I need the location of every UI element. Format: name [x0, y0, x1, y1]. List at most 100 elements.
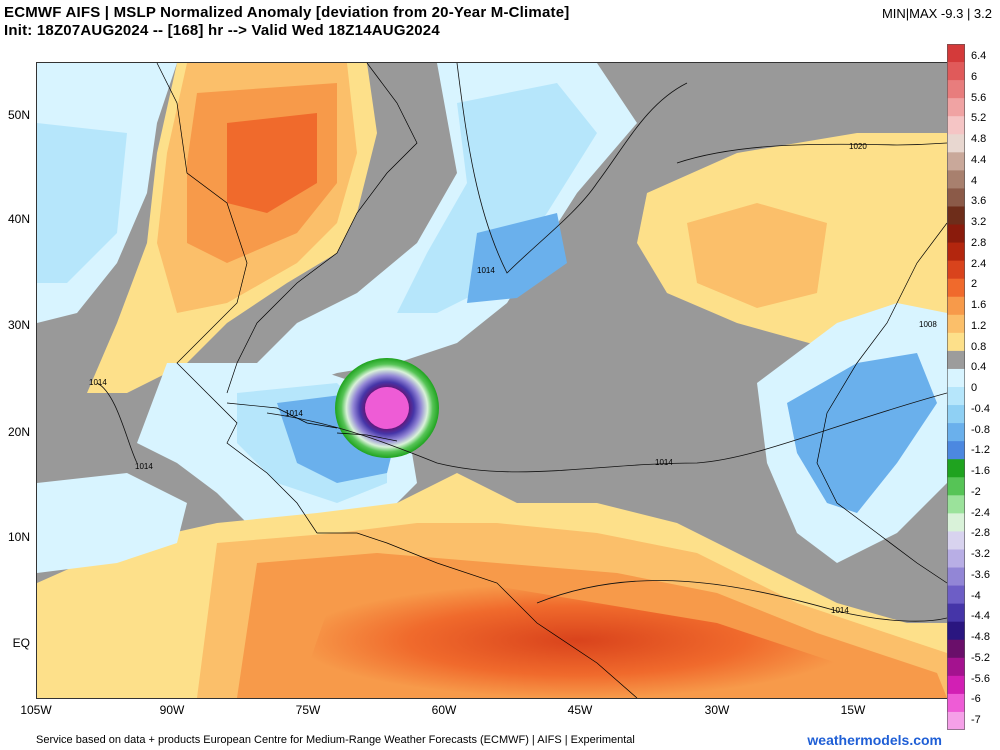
isobar-label: 1014 — [89, 378, 107, 387]
colorbar — [947, 44, 965, 730]
coastline-north-america — [156, 63, 318, 534]
chart-title: ECMWF AIFS | MSLP Normalized Anomaly [de… — [4, 4, 570, 21]
colorbar-swatch — [947, 693, 965, 713]
colorbar-swatch — [947, 62, 965, 81]
colorbar-tick-label: 3.2 — [971, 216, 987, 228]
lat-label-30n: 30N — [7, 318, 30, 332]
colorbar-tick-label: -2.8 — [971, 527, 990, 540]
colorbar-swatch — [947, 441, 965, 460]
colorbar-swatch — [947, 278, 965, 298]
colorbar-swatch — [947, 585, 965, 605]
colorbar-tick-label: -5.2 — [971, 651, 990, 664]
isobar-label: 1008 — [919, 320, 937, 329]
colorbar-swatch — [947, 567, 965, 587]
colorbar-swatch — [947, 423, 965, 442]
colorbar-swatch — [947, 657, 965, 677]
colorbar-tick-label: 1.6 — [971, 299, 987, 311]
lat-label-eq: EQ — [12, 636, 30, 650]
coastline-africa — [816, 222, 947, 584]
colorbar-swatch — [947, 44, 965, 63]
colorbar-tick-label: 4.4 — [971, 153, 987, 166]
isobar-label: 1014 — [477, 266, 495, 275]
colorbar-swatch — [947, 639, 965, 659]
colorbar-swatch — [947, 405, 965, 424]
lon-label-45w: 45W — [567, 703, 593, 717]
colorbar-swatch — [947, 368, 965, 388]
colorbar-tick-label: -2.4 — [971, 506, 990, 519]
colorbar-tick-label: -7 — [971, 714, 981, 726]
colorbar-tick-label: 2.8 — [971, 236, 987, 249]
colorbar-swatch — [947, 152, 965, 171]
colorbar-tick-label: 1.2 — [971, 319, 987, 332]
lon-label-15w: 15W — [840, 703, 866, 717]
colorbar-swatch — [947, 242, 965, 262]
colorbar-swatch — [947, 314, 965, 334]
colorbar-swatch — [947, 459, 965, 478]
isobar-label: 1014 — [831, 606, 849, 615]
colorbar-tick-label: -5.6 — [971, 672, 990, 685]
colorbar-swatch — [947, 170, 965, 189]
isobar-label: 1014 — [135, 462, 153, 471]
lon-label-90w: 90W — [159, 703, 185, 717]
colorbar-tick-label: -6 — [971, 693, 981, 706]
brand-link[interactable]: weathermodels.com — [807, 732, 942, 748]
lat-label-40n: 40N — [7, 212, 30, 226]
colorbar-swatch — [947, 621, 965, 641]
colorbar-swatch — [947, 332, 965, 352]
colorbar-swatch — [947, 98, 965, 117]
colorbar-tick-label: 0.8 — [971, 340, 987, 353]
colorbar-swatch — [947, 387, 965, 406]
colorbar-swatch — [947, 350, 965, 370]
colorbar-swatch — [947, 711, 965, 730]
colorbar-swatch — [947, 549, 965, 569]
colorbar-swatch — [947, 675, 965, 695]
coastline-south-america — [317, 532, 638, 698]
lon-label-30w: 30W — [704, 703, 730, 717]
colorbar-swatch — [947, 531, 965, 550]
colorbar-tick-label: 4.8 — [971, 133, 987, 145]
colorbar-tick-label: -4.8 — [971, 631, 990, 643]
isobar-label: 1014 — [655, 458, 673, 467]
colorbar-tick-label: -1.2 — [971, 444, 990, 457]
isobar-label: 1014 — [285, 409, 303, 418]
colorbar-tick-label: 3.6 — [971, 195, 987, 208]
colorbar-tick-label: -0.8 — [971, 423, 990, 436]
colorbar-swatch — [947, 477, 965, 496]
lon-label-75w: 75W — [295, 703, 321, 717]
colorbar-tick-label: 0 — [971, 382, 978, 394]
colorbar-tick-label: -2 — [971, 485, 981, 498]
cuba — [226, 402, 338, 429]
isobar-label: 1020 — [849, 142, 867, 151]
colorbar-labels: 6.4 6 5.6 5.2 4.8 4.4 4 3.6 3.2 2.8 2.4 2 1.6 1.2 0.8 0… — [971, 44, 1000, 730]
colorbar-tick-label: 5.2 — [971, 112, 987, 125]
colorbar-swatch — [947, 296, 965, 316]
colorbar-swatch — [947, 224, 965, 244]
colorbar-swatch — [947, 116, 965, 135]
colorbar-swatch — [947, 206, 965, 226]
lat-label-20n: 20N — [7, 425, 30, 439]
colorbar-tick-label: 6 — [971, 70, 978, 83]
colorbar-tick-label: 4 — [971, 174, 978, 187]
footer-credit: Service based on data + products Europea… — [36, 734, 635, 746]
colorbar-swatch — [947, 603, 965, 623]
colorbar-swatch — [947, 513, 965, 532]
colorbar-swatch — [947, 188, 965, 207]
lat-label-10n: 10N — [7, 530, 30, 544]
colorbar-tick-label: 0.4 — [971, 361, 987, 374]
colorbar-swatch — [947, 80, 965, 99]
lon-label-105w: 105W — [20, 703, 52, 717]
colorbar-tick-label: -4.4 — [971, 610, 990, 623]
colorbar-tick-label: -3.2 — [971, 548, 990, 560]
colorbar-tick-label: -3.6 — [971, 568, 990, 581]
colorbar-tick-label: 5.6 — [971, 91, 987, 104]
map-svg: 1020 1014 1014 1014 1014 1014 1008 1014 — [37, 63, 947, 698]
chart-subtitle: Init: 18Z07AUG2024 -- [168] hr --> Valid… — [4, 22, 440, 39]
colorbar-tick-label: -1.6 — [971, 465, 990, 477]
min-max-readout: MIN|MAX -9.3 | 3.2 — [881, 6, 992, 21]
anomaly-map: 1020 1014 1014 1014 1014 1014 1008 1014 — [36, 62, 948, 699]
colorbar-tick-label: -0.4 — [971, 402, 990, 415]
colorbar-tick-label: 2 — [971, 278, 978, 291]
colorbar-tick-label: 2.4 — [971, 257, 987, 270]
hispaniola — [336, 432, 398, 442]
colorbar-tick-label: 6.4 — [971, 50, 987, 62]
